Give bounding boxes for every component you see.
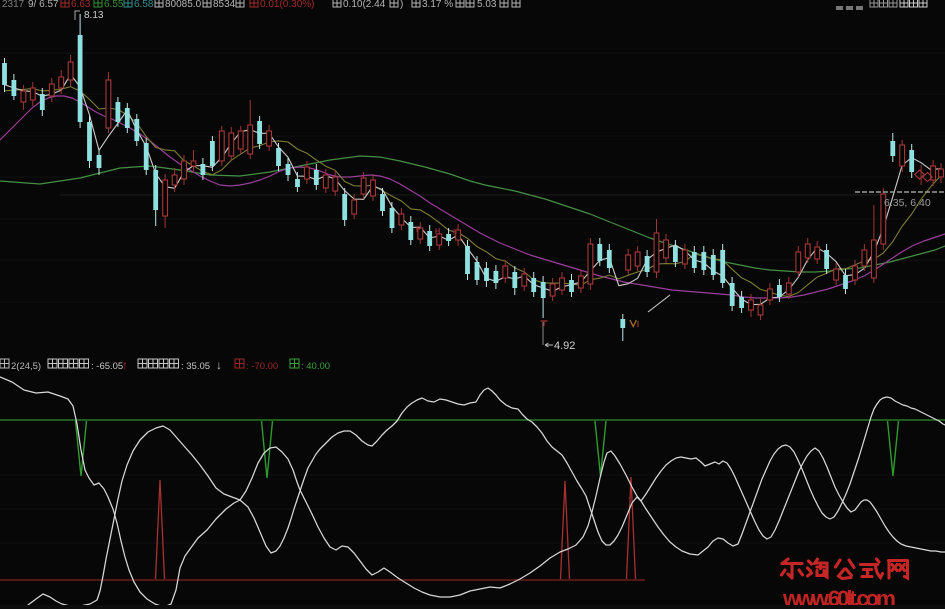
svg-text:8.13: 8.13 [84, 10, 104, 21]
svg-text:4.92: 4.92 [554, 340, 575, 352]
svg-text:0.01(0.30%): 0.01(0.30%) [260, 0, 314, 10]
svg-text:: 40.00: : 40.00 [301, 361, 330, 372]
svg-text:↑: ↑ [122, 358, 128, 372]
svg-text:www.60lt.com: www.60lt.com [782, 586, 896, 609]
svg-text:6.35, 6.40: 6.35, 6.40 [884, 197, 931, 209]
svg-text:0.10(2.44: 0.10(2.44 [343, 0, 386, 10]
svg-text:5.03: 5.03 [477, 0, 497, 10]
svg-text:2(24,5): 2(24,5) [11, 361, 41, 372]
svg-text:2317: 2317 [2, 0, 25, 10]
svg-text:9/ 6.57: 9/ 6.57 [28, 0, 59, 10]
svg-text:): ) [400, 0, 403, 10]
svg-text:: -65.05: : -65.05 [91, 361, 123, 372]
svg-text:6.58: 6.58 [134, 0, 154, 10]
svg-text:8534: 8534 [213, 0, 236, 10]
svg-text:: 35.05: : 35.05 [181, 361, 210, 372]
svg-text:6.63: 6.63 [71, 0, 91, 10]
svg-text:: -70.00: : -70.00 [246, 361, 278, 372]
svg-text:3.17 %: 3.17 % [422, 0, 453, 10]
svg-text:80085.0: 80085.0 [165, 0, 202, 10]
svg-text:↓: ↓ [216, 358, 222, 372]
svg-text:6.55: 6.55 [104, 0, 124, 10]
